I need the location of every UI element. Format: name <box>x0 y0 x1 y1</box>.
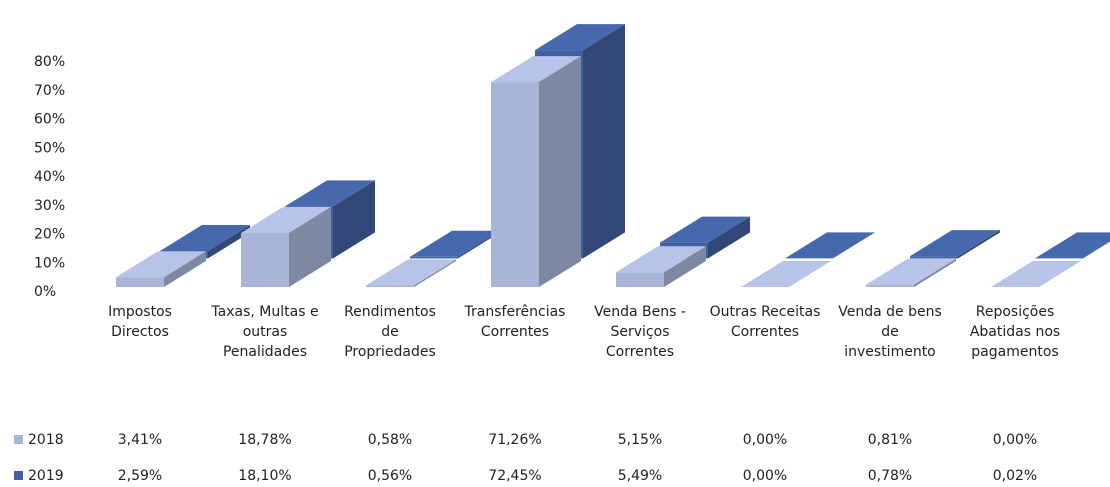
y-tick-label: 50% <box>34 140 65 156</box>
bar-top <box>410 230 500 257</box>
category-label: Impostos Directos <box>108 304 172 340</box>
value-label: 0,56% <box>368 468 412 484</box>
bar-top <box>535 24 625 51</box>
bar-side <box>1083 241 1110 259</box>
bar-side <box>583 24 625 259</box>
value-label: 71,26% <box>488 432 541 448</box>
category-label: Reposições Abatidas nos pagamentos <box>969 304 1061 360</box>
category-label: Outras Receitas Correntes <box>709 304 821 340</box>
bar-side <box>208 224 250 259</box>
bar-front <box>910 256 958 259</box>
bar-side <box>289 207 331 287</box>
bar-top <box>116 251 206 278</box>
bar-top <box>910 230 1000 257</box>
y-tick-label: 80% <box>34 54 65 70</box>
bar-top <box>616 246 706 273</box>
y-tick-label: 10% <box>34 255 65 271</box>
value-label: 0,00% <box>743 468 787 484</box>
bar-side <box>539 56 581 287</box>
bar-top <box>160 224 250 251</box>
value-label: 0,58% <box>368 432 412 448</box>
bar-side <box>164 251 206 287</box>
value-label: 0,00% <box>743 432 787 448</box>
bar-side <box>958 230 1000 259</box>
bar-top <box>991 261 1081 287</box>
bar-side <box>333 180 375 259</box>
bar-top <box>660 216 750 243</box>
bar-top <box>491 56 581 83</box>
bar-side <box>708 216 750 259</box>
y-tick-label: 70% <box>34 83 65 99</box>
bar-side <box>458 230 500 259</box>
bar-top <box>241 207 331 234</box>
bar-front <box>616 272 664 287</box>
value-label: 0,78% <box>868 468 912 484</box>
bar-top <box>366 259 456 286</box>
bar-top <box>285 180 375 207</box>
y-tick-label: 40% <box>34 169 65 185</box>
legend-swatch <box>14 471 23 480</box>
value-label: 72,45% <box>488 468 541 484</box>
bar-front <box>866 284 914 287</box>
category-label: Rendimentos de Propriedades <box>344 304 436 360</box>
category-label: Transferências Correntes <box>464 304 566 340</box>
value-label: 5,15% <box>618 432 662 448</box>
legend-label: 2018 <box>28 432 64 448</box>
bar-front <box>116 277 164 287</box>
bar-front <box>491 82 539 287</box>
value-label: 0,81% <box>868 432 912 448</box>
bar-side <box>414 259 456 287</box>
bar-front <box>366 285 414 287</box>
bar-top <box>785 232 875 259</box>
bar-top <box>1035 232 1110 259</box>
value-label: 18,10% <box>238 468 291 484</box>
y-tick-label: 30% <box>34 198 65 214</box>
value-label: 0,00% <box>993 432 1037 448</box>
value-label: 2,59% <box>118 468 162 484</box>
legend-label: 2019 <box>28 468 64 484</box>
bar-front <box>241 233 289 287</box>
bar-top <box>866 258 956 285</box>
value-label: 3,41% <box>118 432 162 448</box>
bar-side <box>914 258 956 287</box>
y-tick-label: 20% <box>34 227 65 243</box>
value-label: 5,49% <box>618 468 662 484</box>
bar-top <box>741 261 831 287</box>
value-label: 18,78% <box>238 432 291 448</box>
value-label: 0,02% <box>993 468 1037 484</box>
y-tick-label: 0% <box>34 284 56 300</box>
bar-side <box>664 246 706 287</box>
category-label: Venda de bens de investimento <box>838 304 942 360</box>
bar-front <box>410 256 458 259</box>
y-tick-label: 60% <box>34 112 65 128</box>
legend-swatch <box>14 435 23 444</box>
category-label: Taxas, Multas e outras Penalidades <box>211 304 319 360</box>
category-label: Venda Bens - Serviços Correntes <box>594 304 686 360</box>
